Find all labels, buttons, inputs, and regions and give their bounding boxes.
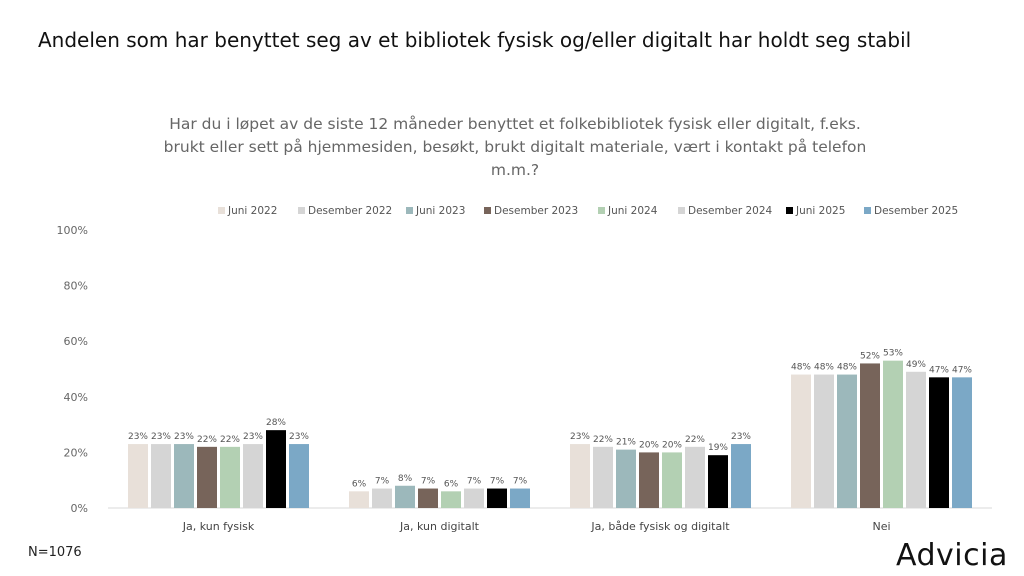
bar bbox=[570, 444, 590, 508]
data-label: 52% bbox=[860, 351, 880, 361]
bar bbox=[395, 485, 415, 508]
legend-swatch bbox=[298, 207, 305, 214]
legend-swatch bbox=[598, 207, 605, 214]
y-tick-label: 80% bbox=[64, 280, 88, 293]
bar bbox=[837, 374, 857, 508]
data-label: 23% bbox=[243, 432, 263, 442]
bar bbox=[685, 446, 705, 508]
y-tick-label: 40% bbox=[64, 391, 88, 404]
bar bbox=[929, 377, 949, 508]
bar bbox=[464, 488, 484, 508]
bar bbox=[860, 363, 880, 508]
data-label: 23% bbox=[731, 432, 751, 442]
slide-title: Andelen som har benyttet seg av et bibli… bbox=[38, 28, 912, 52]
legend-swatch bbox=[218, 207, 225, 214]
data-label: 7% bbox=[421, 477, 436, 487]
data-label: 19% bbox=[708, 443, 728, 453]
data-label: 6% bbox=[352, 479, 367, 489]
data-label: 23% bbox=[151, 432, 171, 442]
legend-swatch bbox=[864, 207, 871, 214]
data-label: 53% bbox=[883, 349, 903, 359]
bar bbox=[487, 488, 507, 508]
bar bbox=[349, 491, 369, 508]
bar bbox=[128, 444, 148, 508]
data-label: 7% bbox=[490, 477, 505, 487]
x-tick-label: Nei bbox=[872, 520, 890, 533]
bar bbox=[593, 446, 613, 508]
chart-title: Har du i løpet av de siste 12 måneder be… bbox=[163, 115, 867, 179]
data-label: 22% bbox=[220, 435, 240, 445]
data-label: 7% bbox=[375, 477, 390, 487]
data-label: 21% bbox=[616, 438, 636, 448]
legend-swatch bbox=[678, 207, 685, 214]
bar bbox=[708, 455, 728, 508]
bar bbox=[243, 444, 263, 508]
brand-logo: Advicia bbox=[896, 538, 1008, 573]
data-label: 49% bbox=[906, 360, 926, 370]
bar bbox=[197, 446, 217, 508]
data-label: 22% bbox=[197, 435, 217, 445]
y-tick-label: 60% bbox=[64, 335, 88, 348]
sample-size: N=1076 bbox=[28, 545, 82, 560]
legend-label: Juni 2022 bbox=[227, 205, 277, 217]
data-label: 7% bbox=[467, 477, 482, 487]
data-label: 23% bbox=[289, 432, 309, 442]
legend-label: Desember 2023 bbox=[494, 205, 578, 217]
legend-swatch bbox=[786, 207, 793, 214]
legend-label: Juni 2024 bbox=[607, 205, 658, 217]
data-label: 20% bbox=[662, 440, 682, 450]
data-label: 7% bbox=[513, 477, 528, 487]
legend-label: Desember 2025 bbox=[874, 205, 958, 217]
bar bbox=[616, 449, 636, 508]
bar bbox=[814, 374, 834, 508]
bar bbox=[441, 491, 461, 508]
bar bbox=[510, 488, 530, 508]
data-label: 48% bbox=[837, 363, 857, 373]
data-label: 6% bbox=[444, 479, 459, 489]
bar bbox=[418, 488, 438, 508]
x-tick-label: Ja, både fysisk og digitalt bbox=[590, 520, 730, 533]
bar bbox=[662, 452, 682, 508]
data-label: 23% bbox=[128, 432, 148, 442]
data-label: 22% bbox=[593, 435, 613, 445]
legend-label: Juni 2025 bbox=[795, 205, 845, 217]
data-label: 22% bbox=[685, 435, 705, 445]
bar bbox=[220, 446, 240, 508]
legend-swatch bbox=[484, 207, 491, 214]
bar bbox=[372, 488, 392, 508]
bar bbox=[906, 371, 926, 508]
y-tick-label: 100% bbox=[57, 224, 88, 237]
legend-label: Juni 2023 bbox=[415, 205, 465, 217]
x-tick-label: Ja, kun digitalt bbox=[399, 520, 480, 533]
data-label: 23% bbox=[174, 432, 194, 442]
bar bbox=[952, 377, 972, 508]
bar bbox=[289, 444, 309, 508]
y-tick-label: 20% bbox=[64, 446, 88, 459]
legend-label: Desember 2022 bbox=[308, 205, 392, 217]
data-label: 47% bbox=[952, 365, 972, 375]
data-label: 23% bbox=[570, 432, 590, 442]
data-label: 20% bbox=[639, 440, 659, 450]
bar bbox=[791, 374, 811, 508]
bar bbox=[883, 360, 903, 508]
bar bbox=[266, 430, 286, 508]
bar bbox=[174, 444, 194, 508]
data-label: 48% bbox=[791, 363, 811, 373]
y-tick-label: 0% bbox=[71, 502, 88, 515]
bar bbox=[151, 444, 171, 508]
legend-swatch bbox=[406, 207, 413, 214]
data-label: 48% bbox=[814, 363, 834, 373]
bar bbox=[639, 452, 659, 508]
x-tick-label: Ja, kun fysisk bbox=[182, 520, 255, 533]
data-label: 47% bbox=[929, 365, 949, 375]
bar bbox=[731, 444, 751, 508]
legend-label: Desember 2024 bbox=[688, 205, 773, 217]
data-label: 8% bbox=[398, 474, 413, 484]
data-label: 28% bbox=[266, 418, 286, 428]
